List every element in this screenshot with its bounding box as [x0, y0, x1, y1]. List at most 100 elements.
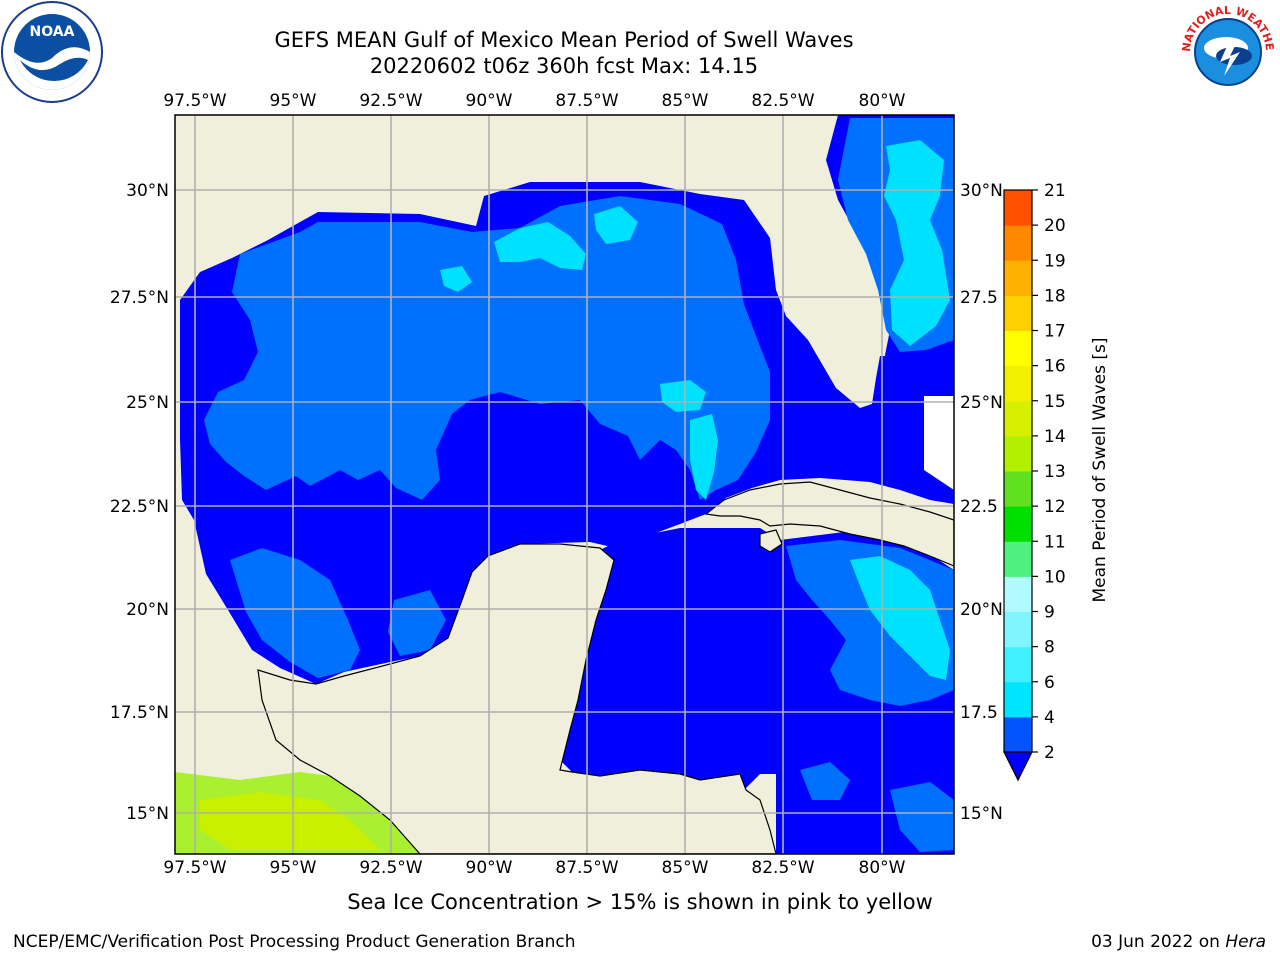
noaa-logo: NOAA — [1, 1, 103, 103]
colorbar-segment — [1004, 435, 1032, 472]
gulf-water-mid-southeast — [388, 590, 446, 656]
colorbar-tick-label: 6 — [1044, 673, 1055, 693]
lon-label-top: 92.5°W — [359, 91, 422, 111]
colorbar-segment — [1004, 225, 1032, 261]
nws-logo: NATIONAL WEATHER SERVICE — [1176, 0, 1278, 102]
lon-label-top: 87.5°W — [555, 91, 618, 111]
colorbar-tick-label: 4 — [1044, 708, 1055, 728]
chart-title: GEFS MEAN Gulf of Mexico Mean Period of … — [274, 28, 854, 52]
gridlines — [175, 115, 954, 854]
lon-label-top: 97.5°W — [163, 91, 226, 111]
lon-label-bottom: 87.5°W — [555, 858, 618, 878]
colorbar-segment — [1004, 681, 1032, 718]
lat-labels-right: 30°N 27.5 25°N 22.5 20°N 17.5 15°N — [960, 181, 1003, 824]
lat-label-left: 25°N — [126, 393, 169, 413]
colorbar: 2 4 6 8 9 10 11 12 13 14 15 16 17 18 19 20 21 — [1003, 181, 1066, 782]
colorbar-tick-label: 11 — [1044, 532, 1066, 552]
lat-label-right: 30°N — [960, 181, 1003, 201]
lon-label-bottom: 82.5°W — [751, 858, 814, 878]
lon-label-top: 85°W — [662, 91, 709, 111]
lat-label-right: 27.5 — [960, 288, 998, 308]
colorbar-tick-label: 15 — [1044, 392, 1066, 412]
lon-label-top: 82.5°W — [751, 91, 814, 111]
colorbar-tick-label: 14 — [1044, 427, 1066, 447]
bahamas-no-data — [924, 396, 954, 490]
map-area — [175, 115, 954, 854]
pacific-water-green-2 — [200, 792, 380, 850]
colorbar-tick-label: 21 — [1044, 181, 1066, 201]
colorbar-tick-label: 12 — [1044, 497, 1066, 517]
lat-label-right: 20°N — [960, 600, 1003, 620]
gulf-water-light-3 — [440, 266, 472, 292]
lat-label-left: 30°N — [126, 181, 169, 201]
lat-label-right: 17.5 — [960, 703, 998, 723]
sea-ice-note: Sea Ice Concentration > 15% is shown in … — [347, 890, 933, 914]
colorbar-segment — [1004, 646, 1032, 683]
isle-of-youth — [759, 529, 783, 553]
lon-label-top: 95°W — [270, 91, 317, 111]
lat-labels-left: 30°N 27.5°N 25°N 22.5°N 20°N 17.5°N 15°N — [110, 181, 169, 824]
colorbar-tick-label: 20 — [1044, 216, 1066, 236]
gulf-water-mid-south — [230, 548, 360, 678]
lat-label-left: 17.5°N — [110, 703, 169, 723]
lon-label-bottom: 92.5°W — [359, 858, 422, 878]
colorbar-tick-label: 16 — [1044, 357, 1066, 377]
gulf-water-mid — [204, 196, 770, 500]
yucatan — [257, 543, 777, 854]
colorbar-tick-label: 18 — [1044, 286, 1066, 306]
footer-date: 03 Jun 2022 on Hera — [1091, 932, 1266, 952]
lat-label-left: 15°N — [126, 804, 169, 824]
gulf-water-light-5 — [660, 380, 706, 412]
colorbar-tick-label: 10 — [1044, 567, 1066, 587]
lon-label-bottom: 95°W — [270, 858, 317, 878]
footer-credit: NCEP/EMC/Verification Post Processing Pr… — [13, 932, 576, 952]
colorbar-tick-label: 8 — [1044, 638, 1055, 658]
colorbar-segment — [1004, 506, 1032, 542]
lon-label-bottom: 85°W — [662, 858, 709, 878]
colorbar-segment — [1004, 295, 1032, 331]
colorbar-segment — [1004, 716, 1032, 753]
colorbar-tick-label: 13 — [1044, 462, 1066, 482]
map-frame — [174, 114, 955, 855]
gulf-water-light-2 — [594, 206, 638, 244]
colorbar-under-triangle — [1003, 751, 1033, 782]
lon-labels-bottom: 97.5°W 95°W 92.5°W 90°W 87.5°W 85°W 82.5°W 80°W — [163, 858, 905, 878]
lon-label-bottom: 97.5°W — [163, 858, 226, 878]
lat-label-right: 25°N — [960, 393, 1003, 413]
colorbar-segment — [1004, 260, 1032, 296]
gulf-water-light-4 — [690, 414, 718, 500]
caribbean-water-mid-2 — [800, 762, 850, 800]
chart-subtitle: 20220602 t06z 360h fcst Max: 14.15 — [369, 54, 759, 78]
colorbar-tick-label: 19 — [1044, 251, 1066, 271]
lat-label-left: 20°N — [126, 600, 169, 620]
lon-label-top: 90°W — [466, 91, 513, 111]
colorbar-tick-label: 9 — [1044, 603, 1055, 623]
gulf-water-light-1 — [494, 222, 586, 270]
colorbar-segment — [1004, 330, 1032, 367]
atlantic-water-light — [884, 140, 950, 346]
noaa-logo-text: NOAA — [30, 24, 75, 40]
lat-label-left: 22.5°N — [110, 497, 169, 517]
lon-label-top: 80°W — [859, 91, 906, 111]
colorbar-segment — [1004, 576, 1032, 612]
colorbar-segment — [1004, 541, 1032, 577]
lon-label-bottom: 90°W — [466, 858, 513, 878]
footer-date-text: 03 Jun 2022 on — [1091, 932, 1226, 952]
lon-label-bottom: 80°W — [859, 858, 906, 878]
footer-host: Hera — [1225, 932, 1266, 952]
lon-labels-top: 97.5°W 95°W 92.5°W 90°W 87.5°W 85°W 82.5°W 80°W — [163, 91, 905, 111]
colorbar-segment — [1004, 471, 1032, 507]
colorbar-segment — [1004, 400, 1032, 437]
lat-label-left: 27.5°N — [110, 288, 169, 308]
lat-label-right: 22.5 — [960, 497, 998, 517]
colorbar-segment — [1004, 190, 1032, 226]
caribbean-water-mid-3 — [890, 782, 954, 852]
colorbar-tick-label: 2 — [1044, 743, 1055, 763]
colorbar-tick-label: 17 — [1044, 322, 1066, 342]
colorbar-label: Mean Period of Swell Waves [s] — [1090, 338, 1110, 603]
caribbean-water-light — [850, 556, 950, 680]
cuba — [704, 481, 954, 567]
colorbar-segment — [1004, 611, 1032, 648]
lat-label-right: 15°N — [960, 804, 1003, 824]
